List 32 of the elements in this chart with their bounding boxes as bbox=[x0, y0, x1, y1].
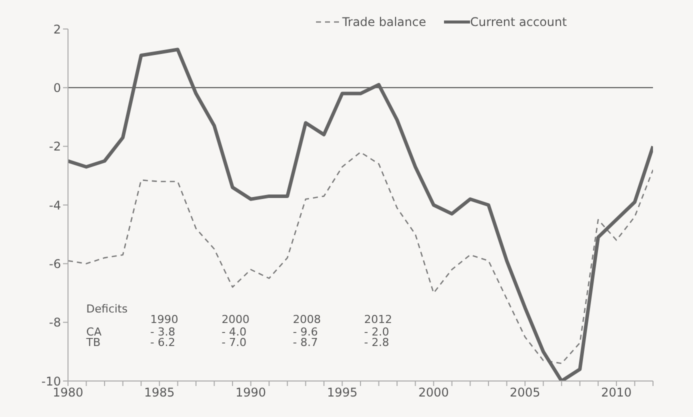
text: 2000 bbox=[222, 313, 250, 326]
x-tick-label: 2005 bbox=[510, 386, 540, 400]
y-tick-label: -4 bbox=[49, 198, 61, 212]
y-tick-label: -8 bbox=[49, 316, 61, 330]
x-tick-label: 1995 bbox=[326, 386, 358, 400]
text: - 7.0 bbox=[222, 336, 247, 349]
y-tick-label: -2 bbox=[49, 140, 61, 154]
text: Deficits bbox=[86, 302, 128, 316]
legend-label: Current account bbox=[470, 15, 567, 29]
y-tick-label: -6 bbox=[49, 256, 61, 271]
text: 2008 bbox=[292, 313, 321, 326]
text: - 6.2 bbox=[150, 336, 176, 349]
x-tick-label: 1990 bbox=[236, 386, 266, 400]
x-tick-label: 1985 bbox=[144, 386, 175, 400]
text: 2012 bbox=[364, 313, 392, 326]
text: CA bbox=[86, 325, 102, 338]
x-tick-label: 1980 bbox=[52, 386, 84, 400]
text: - 2.8 bbox=[364, 336, 390, 349]
text: TB bbox=[86, 336, 101, 349]
text: 1990 bbox=[150, 313, 178, 326]
x-tick-label: 2010 bbox=[601, 386, 632, 400]
text: - 4.0 bbox=[222, 325, 247, 338]
legend-label: Trade balance bbox=[342, 15, 426, 29]
text: - 9.6 bbox=[292, 325, 318, 338]
text: - 3.8 bbox=[150, 325, 176, 338]
text: - 8.7 bbox=[292, 336, 318, 349]
y-tick-label: 0 bbox=[53, 80, 61, 95]
line-series bbox=[68, 152, 653, 364]
x-tick-label: 2000 bbox=[418, 386, 449, 400]
y-tick-label: -10 bbox=[41, 374, 61, 388]
y-tick-label: 2 bbox=[53, 22, 61, 36]
text: - 2.0 bbox=[364, 325, 390, 338]
